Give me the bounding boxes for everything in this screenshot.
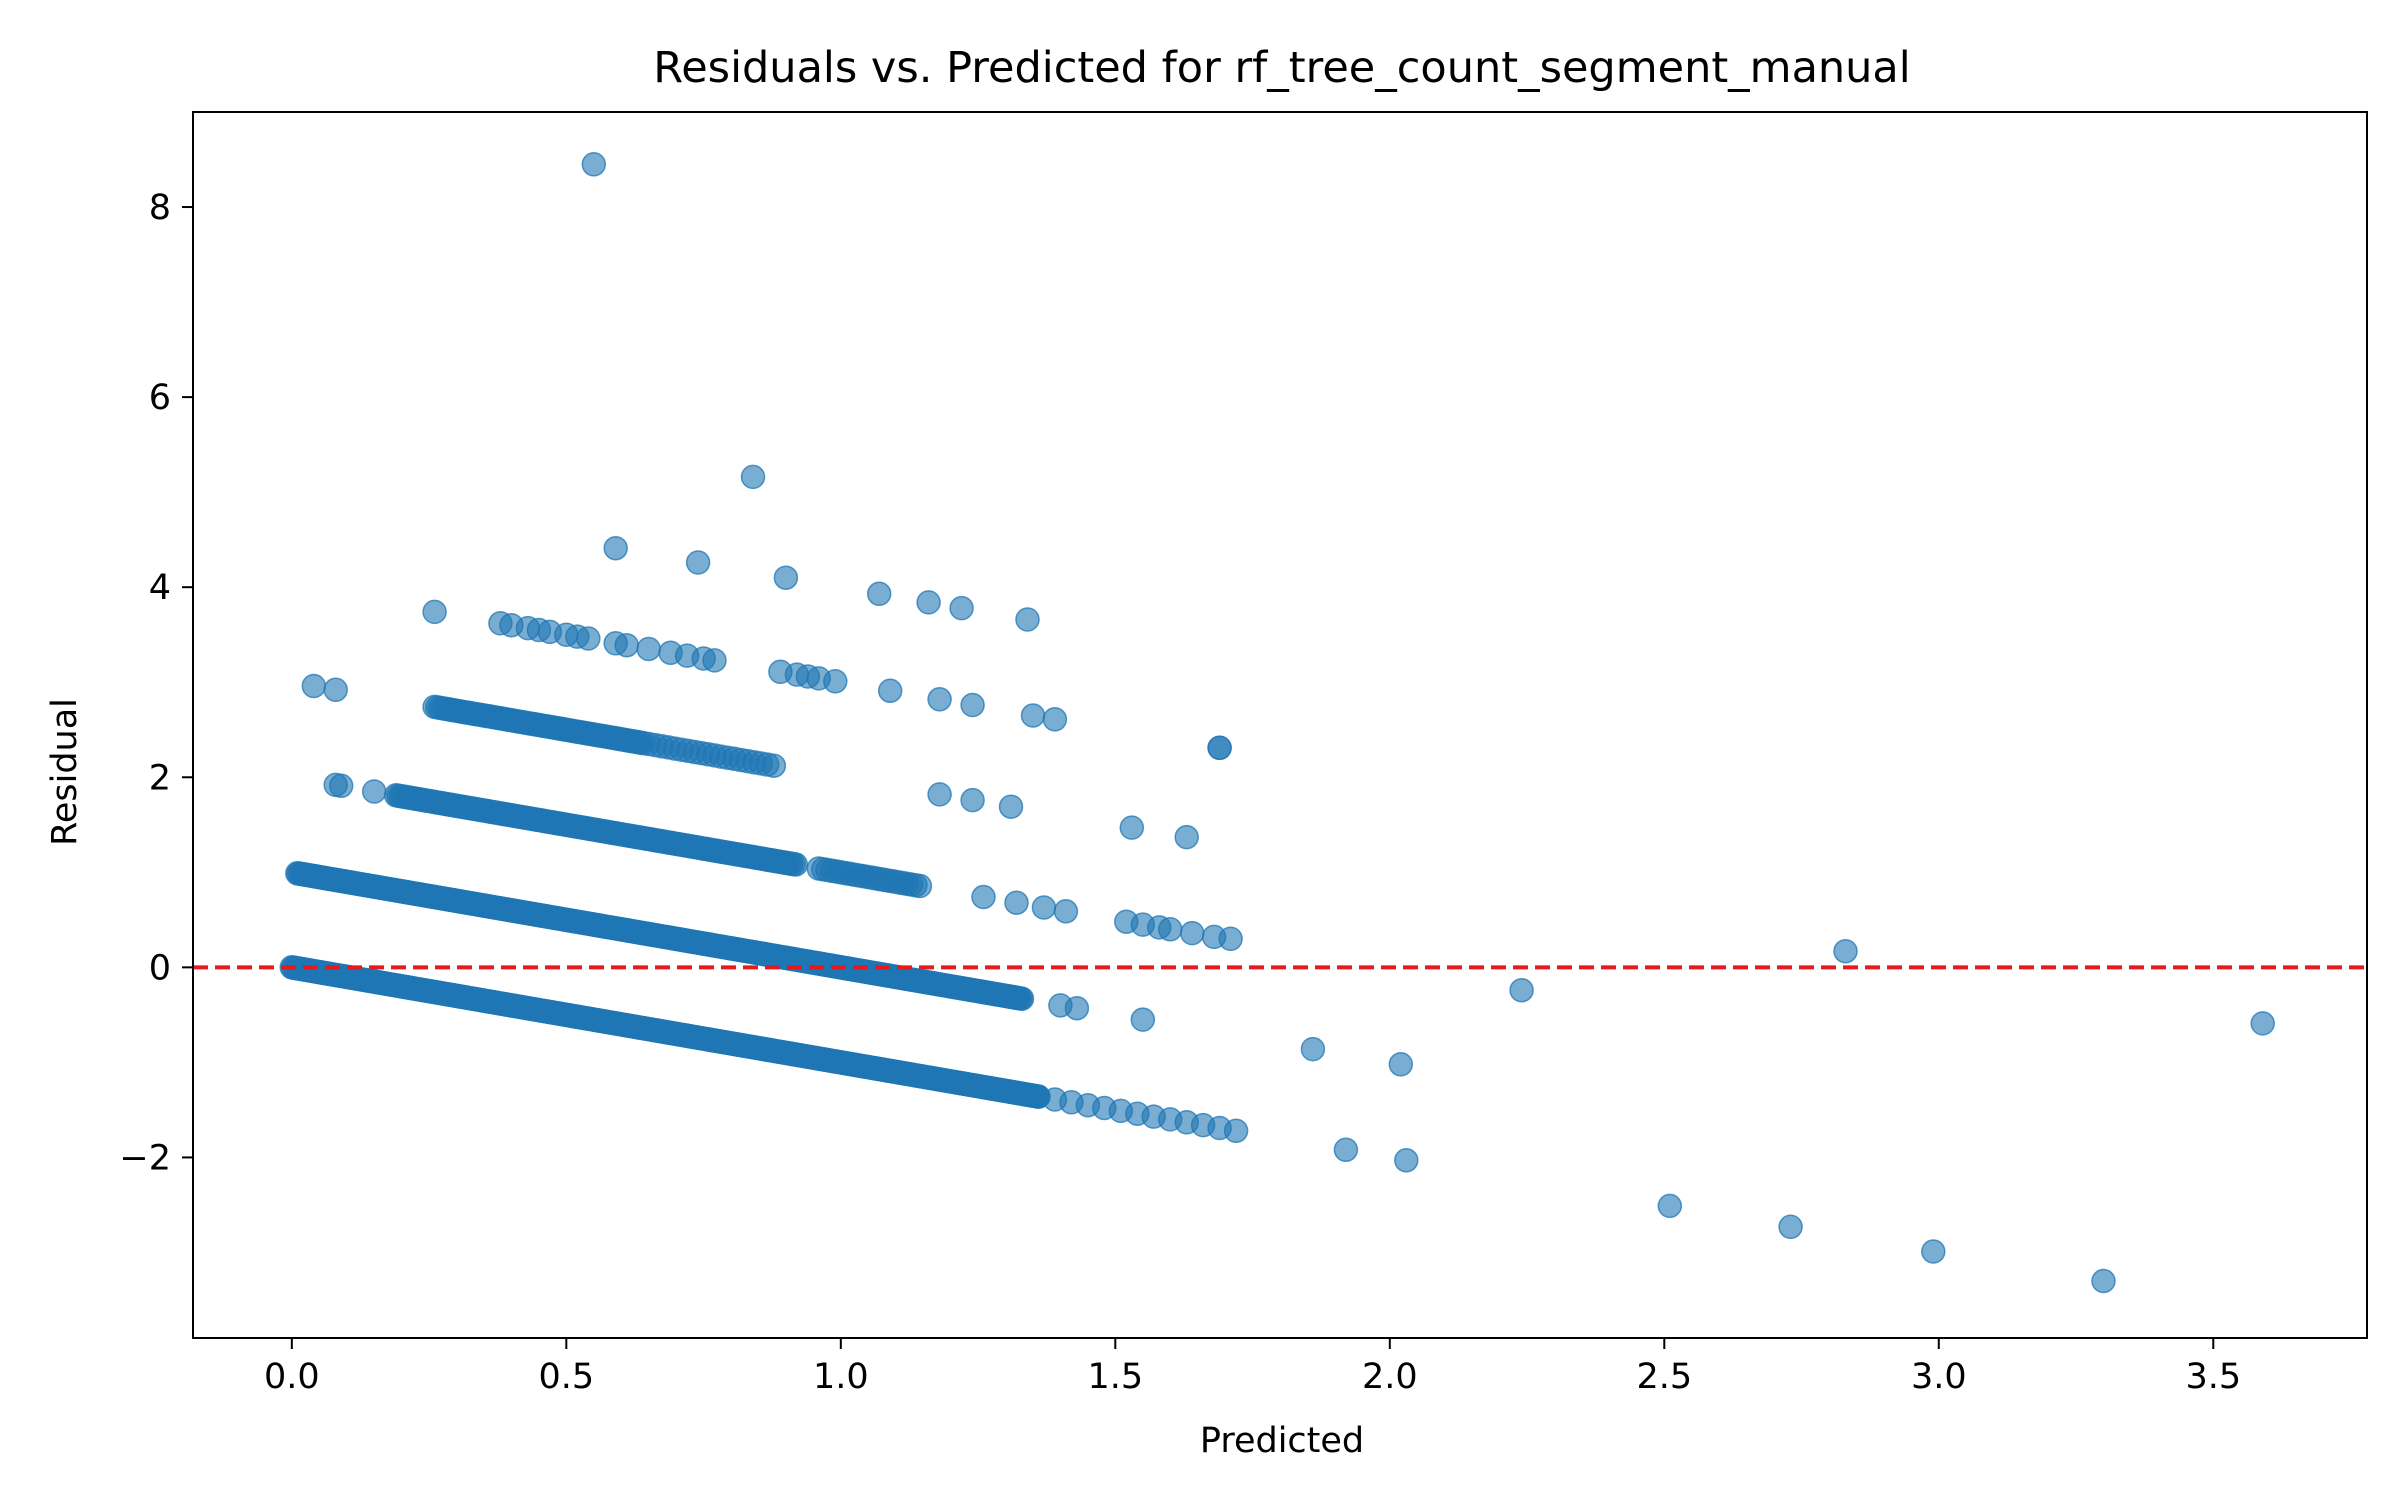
y-tick-label: −2	[119, 1138, 171, 1178]
x-tick-label: 1.0	[813, 1357, 869, 1397]
data-point	[1015, 607, 1040, 632]
data-point	[960, 692, 985, 718]
data-point	[1921, 1239, 1946, 1264]
y-tick-label: 6	[149, 378, 171, 418]
data-point	[1300, 1036, 1326, 1062]
x-tick-label: 2.5	[1636, 1357, 1692, 1397]
data-point	[1218, 926, 1243, 952]
x-axis-ticks: 0.0 0.5 1.0 1.5 2.0 2.5 3.0 3.5	[264, 1338, 2241, 1397]
data-point	[323, 677, 348, 703]
data-point	[1833, 938, 1858, 964]
data-point	[960, 787, 985, 813]
y-axis-label: Residual	[45, 698, 85, 846]
data-point	[1004, 890, 1029, 915]
x-tick-label: 0.5	[538, 1357, 594, 1397]
data-point	[740, 464, 766, 490]
y-tick-label: 2	[149, 758, 171, 798]
y-tick-label: 8	[149, 188, 171, 228]
data-point	[576, 626, 601, 651]
data-point	[998, 794, 1024, 819]
data-point	[773, 565, 799, 590]
data-point	[907, 873, 933, 899]
data-point	[1174, 824, 1199, 850]
data-point	[1207, 735, 1232, 761]
data-point	[636, 636, 661, 662]
data-point	[823, 669, 848, 694]
data-point	[361, 779, 387, 804]
data-point	[1064, 995, 1090, 1021]
x-axis-label: Predicted	[1200, 1421, 1364, 1461]
data-point	[422, 599, 447, 625]
x-tick-label: 0.0	[264, 1357, 320, 1397]
data-point	[877, 678, 903, 704]
data-point	[581, 152, 607, 177]
data-point	[1778, 1214, 1803, 1240]
x-tick-label: 3.5	[2185, 1357, 2241, 1397]
data-point	[1509, 977, 1534, 1003]
data-point	[1333, 1137, 1359, 1163]
data-point	[971, 884, 996, 910]
data-point	[927, 687, 952, 712]
data-point	[301, 673, 327, 699]
data-point	[2091, 1268, 2116, 1294]
x-tick-label: 3.0	[1911, 1357, 1967, 1397]
data-point	[866, 581, 892, 607]
x-tick-label: 1.5	[1087, 1357, 1143, 1397]
data-point	[761, 753, 787, 778]
data-point	[323, 772, 348, 798]
points-layer	[279, 152, 2275, 1294]
y-tick-label: 4	[149, 568, 171, 608]
data-point	[1119, 815, 1145, 840]
data-point	[1157, 917, 1183, 942]
x-tick-label: 2.0	[1362, 1357, 1418, 1397]
data-point	[1223, 1118, 1249, 1144]
data-point	[1394, 1148, 1419, 1173]
data-point	[783, 852, 809, 877]
chart-title: Residuals vs. Predicted for rf_tree_coun…	[653, 43, 1910, 93]
data-point	[1388, 1052, 1414, 1077]
plot-area-frame	[192, 111, 2368, 1339]
data-point	[1031, 895, 1057, 920]
data-point	[685, 550, 711, 575]
y-tick-label: 0	[149, 948, 171, 988]
y-axis-ticks: −2 0 2 4 6 8	[119, 188, 193, 1178]
data-point	[1042, 707, 1068, 732]
data-point	[1020, 703, 1046, 728]
data-point	[1179, 920, 1205, 946]
data-point	[603, 535, 628, 561]
data-point	[614, 632, 639, 658]
data-point	[702, 648, 727, 673]
data-point	[949, 595, 974, 621]
data-point	[1657, 1193, 1683, 1219]
data-point	[2250, 1011, 2275, 1036]
data-point	[1130, 1007, 1156, 1032]
data-point	[927, 782, 952, 807]
data-point	[916, 590, 941, 615]
data-point	[1053, 899, 1079, 924]
data-point	[1009, 986, 1035, 1011]
